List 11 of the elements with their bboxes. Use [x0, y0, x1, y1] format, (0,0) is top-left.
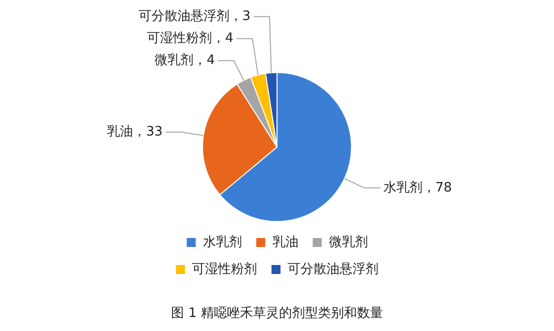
- data-label: 乳油，33: [107, 124, 163, 140]
- legend-label: 微乳剂: [328, 234, 368, 250]
- data-label: 水乳剂，78: [383, 179, 452, 196]
- caption: 图 1 精噁唑禾草灵的剂型类别和数量: [170, 305, 384, 322]
- data-label: 微乳剂，4: [154, 52, 215, 68]
- legend-label: 可分散油悬浮剂: [288, 260, 378, 277]
- data-label: 可分散油悬浮剂，3: [138, 8, 251, 24]
- legend-label: 乳油: [272, 234, 298, 250]
- data-label: 可湿性粉剂，4: [147, 30, 234, 46]
- legend-label: 水乳剂: [202, 234, 242, 250]
- legend-label: 可湿性粉剂: [192, 260, 257, 277]
